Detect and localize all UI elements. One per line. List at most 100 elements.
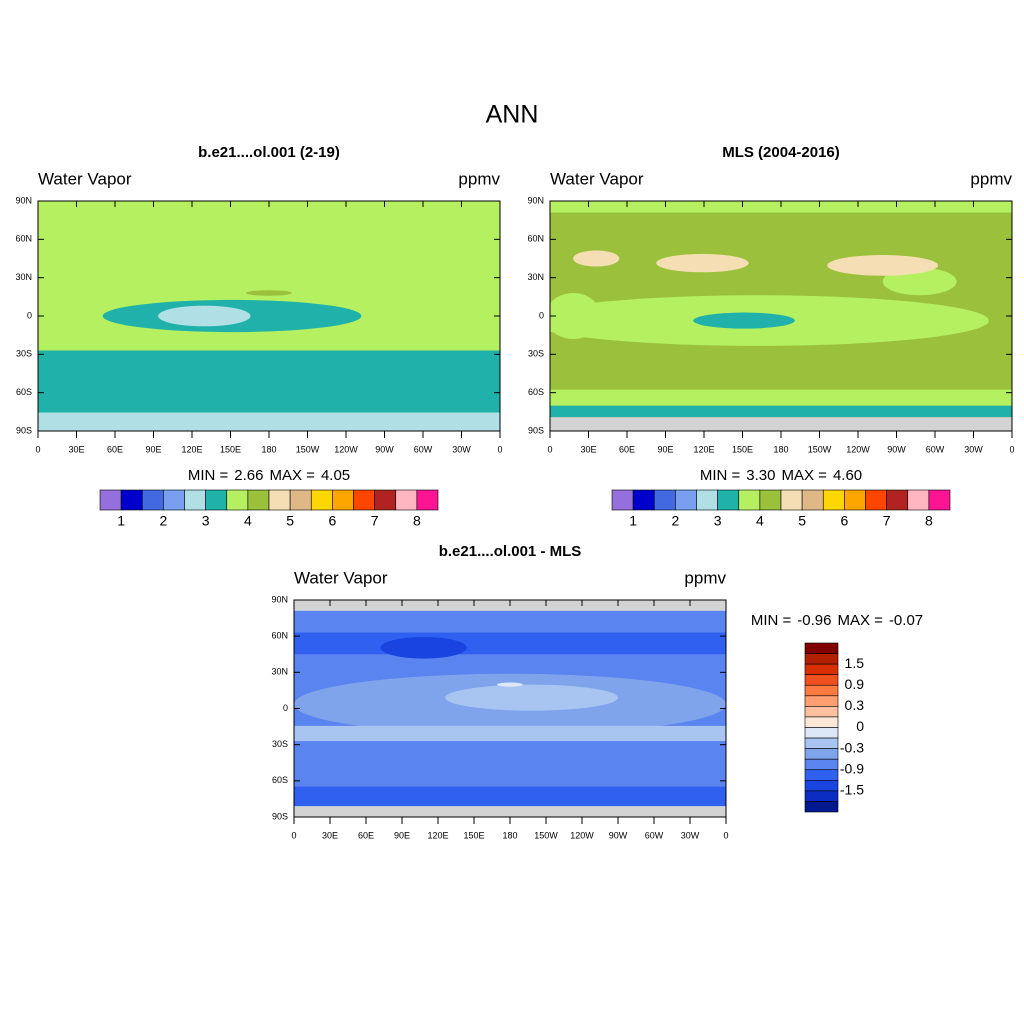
colorbar-box (632, 489, 655, 511)
lat-tick-label: 60N (271, 631, 288, 641)
colorbar-box (247, 489, 270, 511)
min-max-part: MAX = (270, 467, 316, 484)
contour-band (294, 725, 726, 742)
colorbar-box (163, 489, 185, 511)
contour-band (550, 417, 1012, 431)
panel-title: b.e21....ol.001 - MLS (439, 543, 582, 560)
lon-tick-label: 0 (723, 830, 728, 840)
lon-tick-label: 150W (296, 444, 320, 454)
contour-blob (380, 636, 467, 659)
colorbar-box (804, 642, 839, 654)
lon-tick-label: 90E (657, 444, 673, 454)
contour-blob (445, 684, 618, 711)
lon-tick-label: 90W (609, 830, 628, 840)
min-max-part: MAX = (782, 467, 828, 484)
contour-band (38, 350, 500, 413)
colorbar-label: 8 (413, 513, 421, 529)
colorbar-label: 3 (202, 513, 210, 529)
lon-tick-label: 60E (358, 830, 374, 840)
lon-tick-label: 0 (35, 444, 40, 454)
colorbar-box (696, 489, 718, 511)
colorbar-label: 4 (244, 513, 252, 529)
colorbar-box (310, 489, 333, 511)
lon-tick-label: 60E (619, 444, 635, 454)
lon-tick-label: 90E (394, 830, 410, 840)
lat-tick-label: 60S (528, 387, 544, 397)
lon-tick-label: 150E (732, 444, 753, 454)
colorbar-box (804, 780, 839, 792)
map-panel: b.e21....ol.001 (2-19) Water Vapor ppmv 90N… (15, 144, 502, 529)
lat-tick-label: 30N (15, 272, 32, 282)
lon-tick-label: 150E (220, 444, 241, 454)
left-label: Water Vapor (38, 169, 132, 188)
contour-fields (550, 201, 1012, 431)
colorbar-box (416, 489, 439, 511)
colorbar-box (804, 748, 839, 760)
colorbar-label: -1.5 (840, 782, 864, 798)
colorbar-box (653, 489, 676, 511)
colorbar-box (804, 727, 839, 739)
colorbar-label: 2 (159, 513, 167, 529)
colorbar-label: 0.3 (845, 697, 865, 713)
min-max-part: MIN = (188, 467, 229, 484)
colorbar-box (928, 489, 951, 511)
colorbar-label: 7 (371, 513, 379, 529)
contour-blob (245, 290, 293, 296)
lon-tick-label: 180 (261, 444, 276, 454)
lon-tick-label: 60W (645, 830, 664, 840)
lat-tick-label: 90N (15, 195, 32, 205)
min-max-part: 4.60 (833, 467, 862, 484)
contour-band (550, 389, 1012, 406)
lon-tick-label: 30W (452, 444, 471, 454)
colorbar-box (141, 489, 164, 511)
lon-tick-label: 0 (291, 830, 296, 840)
colorbar-label: 5 (286, 513, 294, 529)
colorbar-box (804, 716, 839, 728)
colorbar-box (801, 489, 824, 511)
map-panel: MLS (2004-2016) Water Vapor ppmv 90N 60N 30N 0… (527, 144, 1014, 529)
colorbar-box (353, 489, 375, 511)
colorbar-label: 3 (714, 513, 722, 529)
lon-tick-label: 30W (681, 830, 700, 840)
lat-tick-label: 30N (271, 667, 288, 677)
lat-tick-label: 30S (528, 349, 544, 359)
colorbar-label: -0.3 (840, 739, 864, 755)
colorbar-box (804, 706, 839, 718)
colorbar-label: -0.9 (840, 760, 864, 776)
colorbar-box (886, 489, 909, 511)
colorbar-box (822, 489, 845, 511)
lon-tick-label: 90W (375, 444, 394, 454)
lon-tick-label: 0 (497, 444, 502, 454)
min-max-part: MIN = (751, 612, 792, 629)
colorbar-box (226, 489, 249, 511)
colorbar-box (865, 489, 887, 511)
lon-tick-label: 30E (322, 830, 338, 840)
colorbar-box (332, 489, 354, 511)
contour-blob (573, 250, 620, 267)
colorbar-box (759, 489, 782, 511)
colorbar-box (804, 674, 839, 686)
contour-blob (497, 682, 523, 687)
lon-tick-label: 60W (926, 444, 945, 454)
lat-tick-label: 60N (527, 234, 544, 244)
lat-tick-label: 0 (27, 310, 32, 320)
contour-blob (656, 253, 749, 273)
contour-band (38, 412, 500, 431)
lat-tick-label: 30S (272, 739, 288, 749)
lon-tick-label: 30E (580, 444, 596, 454)
lon-tick-label: 30E (68, 444, 84, 454)
lon-tick-label: 150E (463, 830, 484, 840)
lon-tick-label: 150W (808, 444, 832, 454)
colorbar-box (907, 489, 930, 511)
colorbar-label: 8 (925, 513, 933, 529)
lon-tick-label: 180 (502, 830, 517, 840)
colorbar-box (120, 489, 143, 511)
lat-tick-label: 0 (539, 310, 544, 320)
lon-tick-label: 60E (107, 444, 123, 454)
colorbar-box (717, 489, 740, 511)
colorbar-label: 2 (671, 513, 679, 529)
colorbar-box (184, 489, 206, 511)
lon-tick-label: 30W (964, 444, 983, 454)
